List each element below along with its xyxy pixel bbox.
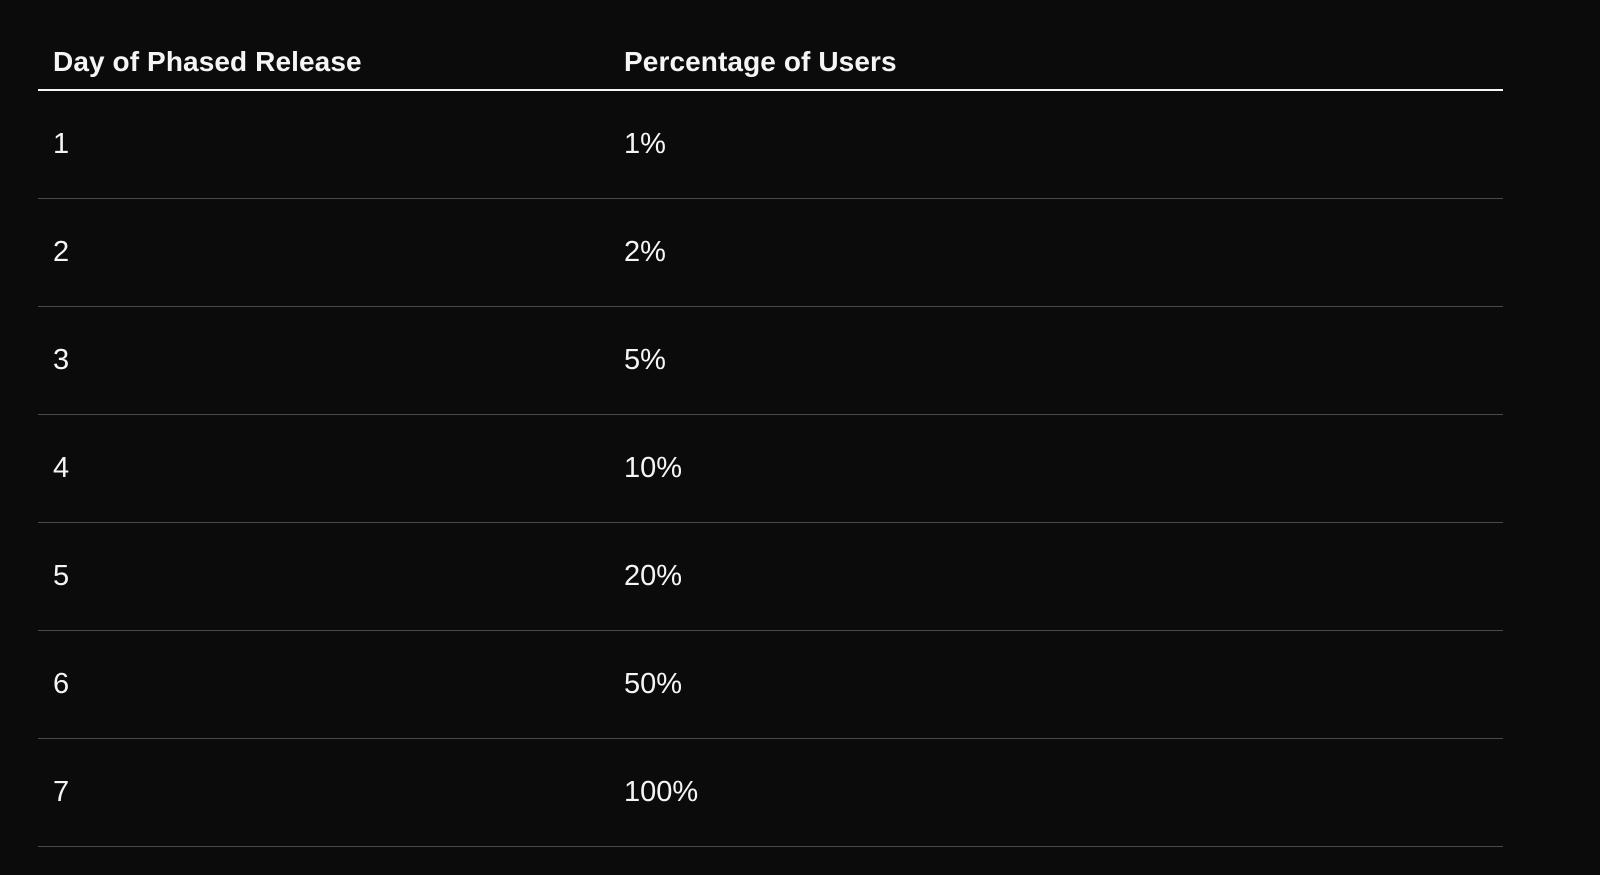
percentage-cell: 100% bbox=[624, 776, 699, 808]
percentage-cell: 50% bbox=[624, 668, 683, 700]
table-row: 1 1% bbox=[38, 91, 1503, 199]
table-row: 5 20% bbox=[38, 523, 1503, 631]
header-day-of-phased-release: Day of Phased Release bbox=[53, 45, 362, 77]
percentage-cell: 5% bbox=[624, 344, 666, 376]
header-percentage-of-users: Percentage of Users bbox=[624, 45, 897, 77]
day-cell: 3 bbox=[53, 344, 70, 376]
percentage-cell: 1% bbox=[624, 128, 666, 160]
day-cell: 6 bbox=[53, 668, 70, 700]
table-header-row: Day of Phased Release Percentage of User… bbox=[38, 34, 1503, 91]
percentage-cell: 2% bbox=[624, 236, 666, 268]
day-cell: 2 bbox=[53, 236, 70, 268]
table-row: 2 2% bbox=[38, 199, 1503, 307]
day-cell: 5 bbox=[53, 560, 70, 592]
table-row: 3 5% bbox=[38, 307, 1503, 415]
phased-release-table: Day of Phased Release Percentage of User… bbox=[38, 34, 1503, 847]
percentage-cell: 20% bbox=[624, 560, 683, 592]
percentage-cell: 10% bbox=[624, 452, 683, 484]
table-row: 6 50% bbox=[38, 631, 1503, 739]
day-cell: 4 bbox=[53, 452, 70, 484]
day-cell: 7 bbox=[53, 776, 70, 808]
day-cell: 1 bbox=[53, 128, 70, 160]
table-row: 7 100% bbox=[38, 739, 1503, 847]
table-row: 4 10% bbox=[38, 415, 1503, 523]
